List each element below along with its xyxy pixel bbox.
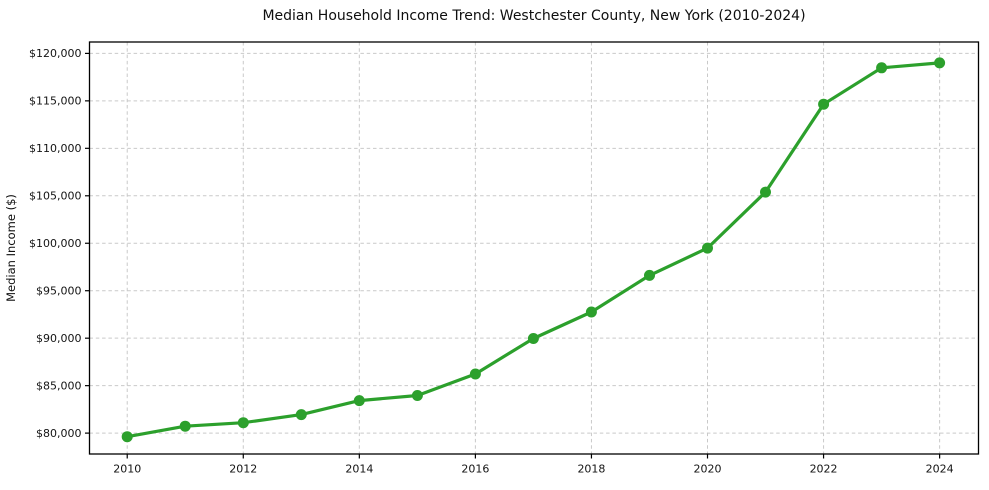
data-point-2016: [469, 368, 481, 380]
income-series-layer: [121, 57, 946, 443]
y-axis-label: Median Income ($): [4, 194, 18, 302]
x-tick-label-2022: 2022: [810, 463, 838, 476]
data-point-2017: [527, 333, 539, 344]
data-point-2021: [760, 186, 771, 198]
y-tick-label-90000: $90,000: [36, 332, 82, 345]
data-point-2010: [121, 431, 133, 443]
x-tick-label-2012: 2012: [229, 463, 257, 476]
grid-layer: [89, 42, 979, 454]
x-tick-label-2016: 2016: [461, 463, 489, 476]
axis-layer: $80,000 $85,000 $90,000 $95,000 $100,000 $105…: [29, 47, 954, 475]
data-point-2019: [644, 269, 655, 281]
data-point-2015: [411, 390, 423, 401]
data-point-2023: [876, 62, 888, 74]
y-tick-label-110000: $110,000: [29, 142, 82, 155]
x-tick-label-2010: 2010: [113, 463, 141, 476]
data-point-2018: [585, 306, 597, 318]
x-tick-label-2024: 2024: [926, 463, 954, 476]
data-point-2011: [179, 420, 191, 432]
income-trend-line: [125, 61, 942, 439]
y-tick-label-95000: $95,000: [36, 285, 82, 298]
x-tick-label-2018: 2018: [577, 463, 605, 476]
data-point-2012: [237, 417, 249, 429]
chart-title: Median Household Income Trend: Westchest…: [262, 8, 805, 24]
data-point-2013: [295, 409, 307, 421]
x-tick-label-2020: 2020: [694, 463, 722, 476]
data-point-2024: [934, 57, 946, 69]
y-tick-label-120000: $120,000: [29, 47, 82, 60]
y-tick-label-80000: $80,000: [36, 427, 82, 440]
plot-border: [88, 41, 980, 455]
y-tick-label-115000: $115,000: [29, 95, 82, 108]
x-tick-label-2014: 2014: [345, 463, 373, 476]
y-tick-label-85000: $85,000: [36, 379, 82, 392]
y-tick-label-100000: $100,000: [29, 237, 82, 250]
y-tick-label-105000: $105,000: [29, 190, 82, 203]
data-point-2014: [353, 395, 365, 407]
data-point-2022: [818, 98, 830, 110]
data-point-2020: [702, 242, 713, 254]
